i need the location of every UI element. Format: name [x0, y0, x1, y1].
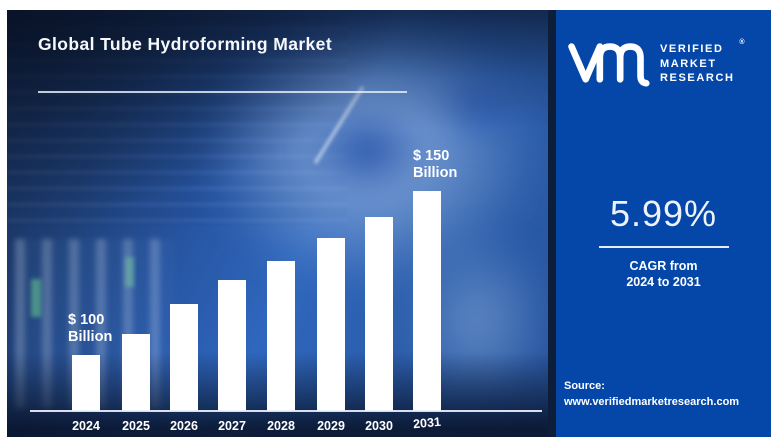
x-tick-2027: 2027 [218, 419, 246, 433]
chart-section: Global Tube Hydroforming Market 2024 $ 10… [7, 10, 548, 437]
value-label-2031: $ 150 Billion [413, 147, 458, 182]
x-tick-2029: 2029 [317, 419, 345, 433]
market-bar-chart: 2024 $ 100 Billion 2025 2026 2027 2028 2029 2030… [7, 10, 548, 437]
page-title: Global Tube Hydroforming Market [38, 34, 333, 54]
registered-trademark: ® [739, 38, 745, 46]
cagr-caption: CAGR from 2024 to 2031 [626, 258, 701, 290]
brand-word-line: MARKET [660, 57, 717, 70]
x-tick-2030: 2030 [365, 419, 393, 433]
value-label-2024: $ 100 Billion [68, 311, 113, 346]
infographic-frame: Global Tube Hydroforming Market 2024 $ 10… [7, 10, 771, 437]
bar-2030: 2030 [365, 217, 393, 433]
x-tick-2025: 2025 [122, 419, 150, 433]
section-divider [548, 10, 556, 437]
x-tick-2031: 2031 [412, 414, 442, 432]
bar-2031: 2031 $ 150 Billion [413, 148, 458, 432]
source-label: Source: [564, 380, 605, 393]
brand-wordmark: ® VERIFIED MARKET RESEARCH [660, 39, 745, 87]
source-url: www.verifiedmarketresearch.com [564, 396, 740, 409]
brand-word-line: VERIFIED [660, 42, 724, 55]
source-block: Source: www.verifiedmarketresearch.com [564, 379, 739, 411]
title-underline [38, 91, 407, 93]
cagr-block: 5.99% CAGR from 2024 to 2031 [556, 193, 771, 291]
bar-2028: 2028 [267, 261, 295, 433]
x-tick-2024: 2024 [72, 419, 100, 433]
brand-logo: ® VERIFIED MARKET RESEARCH [568, 36, 745, 92]
x-tick-2026: 2026 [170, 419, 198, 433]
bar-2026: 2026 [170, 304, 198, 433]
cagr-underline [598, 246, 729, 248]
x-tick-2028: 2028 [267, 419, 295, 433]
brand-word-line: RESEARCH [660, 72, 735, 85]
x-axis-line [30, 410, 542, 412]
bar-2029: 2029 [317, 238, 345, 433]
bar-2027: 2027 [218, 280, 246, 433]
vmr-monogram-icon [568, 36, 652, 92]
bar-2024: 2024 $ 100 Billion [68, 312, 112, 433]
cagr-value: 5.99% [609, 193, 718, 234]
bar-2025: 2025 [122, 334, 150, 433]
brand-panel: ® VERIFIED MARKET RESEARCH 5.99% CAGR fr… [556, 10, 771, 437]
